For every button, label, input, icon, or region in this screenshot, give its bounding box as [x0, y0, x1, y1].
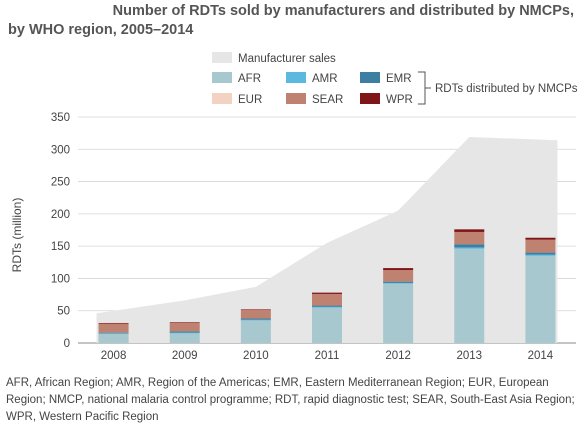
bar-wpr-2009: [169, 322, 200, 323]
bar-sear-2009: [169, 322, 200, 332]
legend-label-eur: EUR: [238, 94, 262, 106]
bar-stack-2008: [98, 322, 129, 343]
bar-stack-2012: [383, 268, 414, 343]
bar-wpr-2013: [454, 229, 485, 232]
bar-afr-2014: [525, 255, 556, 343]
legend-bracket: [418, 71, 431, 105]
chart-title-line-2: by WHO region, 2005–2014: [8, 22, 194, 38]
manufacturer-sales-area: [96, 137, 558, 343]
legend-swatch-eur: [212, 93, 232, 104]
y-tick-label: 100: [51, 273, 70, 285]
bar-amr-2009: [169, 332, 200, 334]
y-tick-label: 300: [51, 144, 70, 156]
legend-label-emr: EMR: [386, 73, 412, 85]
bar-amr-2010: [240, 319, 271, 321]
legend-swatch-manufacturer-sales: [212, 52, 232, 63]
x-tick-label: 2014: [528, 350, 554, 362]
x-tick-label: 2013: [456, 350, 482, 362]
legend-label-manufacturer-sales: Manufacturer sales: [238, 53, 336, 65]
bar-amr-2011: [312, 306, 342, 308]
legend-label-wpr: WPR: [386, 94, 413, 106]
bar-emr-2010: [240, 318, 271, 320]
legend-swatch-sear: [286, 93, 306, 104]
x-tick-label: 2011: [315, 350, 340, 362]
legend-swatch-afr: [212, 72, 232, 83]
bar-afr-2009: [169, 333, 200, 343]
bar-emr-2012: [383, 281, 414, 283]
y-tick-label: 250: [51, 177, 70, 189]
bar-amr-2013: [454, 247, 485, 249]
legend-label-sear: SEAR: [312, 94, 343, 106]
legend: Manufacturer sales AFR AMR EMR EUR SEAR WPR RDT…: [212, 52, 578, 106]
bar-stack-2011: [312, 292, 342, 343]
bar-stack-2009: [169, 322, 200, 343]
chart-title-line-1: Number of RDTs sold by manufacturers and…: [112, 3, 574, 19]
bars: [98, 229, 556, 343]
bar-sear-2013: [454, 231, 485, 245]
y-tick-label: 50: [57, 306, 70, 318]
bar-wpr-2012: [383, 268, 414, 271]
y-tick-label: 0: [64, 338, 70, 350]
y-axis: 0 50 100 150 200 250 300 350: [51, 112, 70, 350]
x-tick-label: 2008: [101, 350, 127, 362]
bar-amr-2012: [383, 282, 414, 284]
legend-swatch-wpr: [360, 93, 380, 104]
y-tick-label: 150: [51, 241, 70, 253]
bar-emr-2008: [98, 332, 129, 334]
bar-emr-2009: [169, 331, 200, 333]
footnote: AFR, African Region; AMR, Region of the …: [6, 377, 575, 423]
bar-afr-2012: [383, 283, 414, 343]
chart-title: Number of RDTs sold by manufacturers and…: [8, 2, 578, 40]
bar-afr-2011: [312, 307, 342, 343]
bar-sear-2014: [525, 239, 556, 253]
bar-sear-2012: [383, 270, 414, 282]
bar-afr-2008: [98, 333, 129, 343]
legend-label-amr: AMR: [312, 73, 338, 85]
bar-wpr-2011: [312, 292, 342, 294]
y-tick-label: 200: [51, 209, 70, 221]
legend-swatch-emr: [360, 72, 380, 83]
bar-amr-2008: [98, 333, 129, 334]
bar-stack-2010: [240, 309, 271, 343]
legend-swatch-amr: [286, 72, 306, 83]
bar-emr-2013: [454, 244, 485, 248]
legend-label-afr: AFR: [238, 73, 261, 85]
bar-emr-2011: [312, 305, 342, 307]
y-axis-label: RDTs (million): [10, 198, 24, 273]
y-tick-label: 350: [51, 112, 70, 124]
bar-afr-2010: [240, 320, 271, 343]
x-tick-label: 2009: [172, 350, 198, 362]
bar-sear-2011: [312, 293, 342, 306]
bar-amr-2014: [525, 254, 556, 256]
bar-sear-2008: [98, 323, 129, 333]
x-axis: 2008 2009 2010 2011 2012 2013 2014: [101, 350, 554, 362]
bar-stack-2013: [454, 229, 485, 343]
bar-emr-2014: [525, 252, 556, 255]
bar-sear-2010: [240, 310, 271, 319]
bar-wpr-2010: [240, 309, 271, 311]
bar-wpr-2014: [525, 237, 556, 240]
x-tick-label: 2012: [385, 350, 411, 362]
bar-stack-2014: [525, 237, 556, 343]
bar-wpr-2008: [98, 322, 129, 324]
legend-bracket-label: RDTs distributed by NMCPs: [435, 83, 578, 95]
x-tick-label: 2010: [243, 350, 269, 362]
bar-afr-2013: [454, 248, 485, 343]
